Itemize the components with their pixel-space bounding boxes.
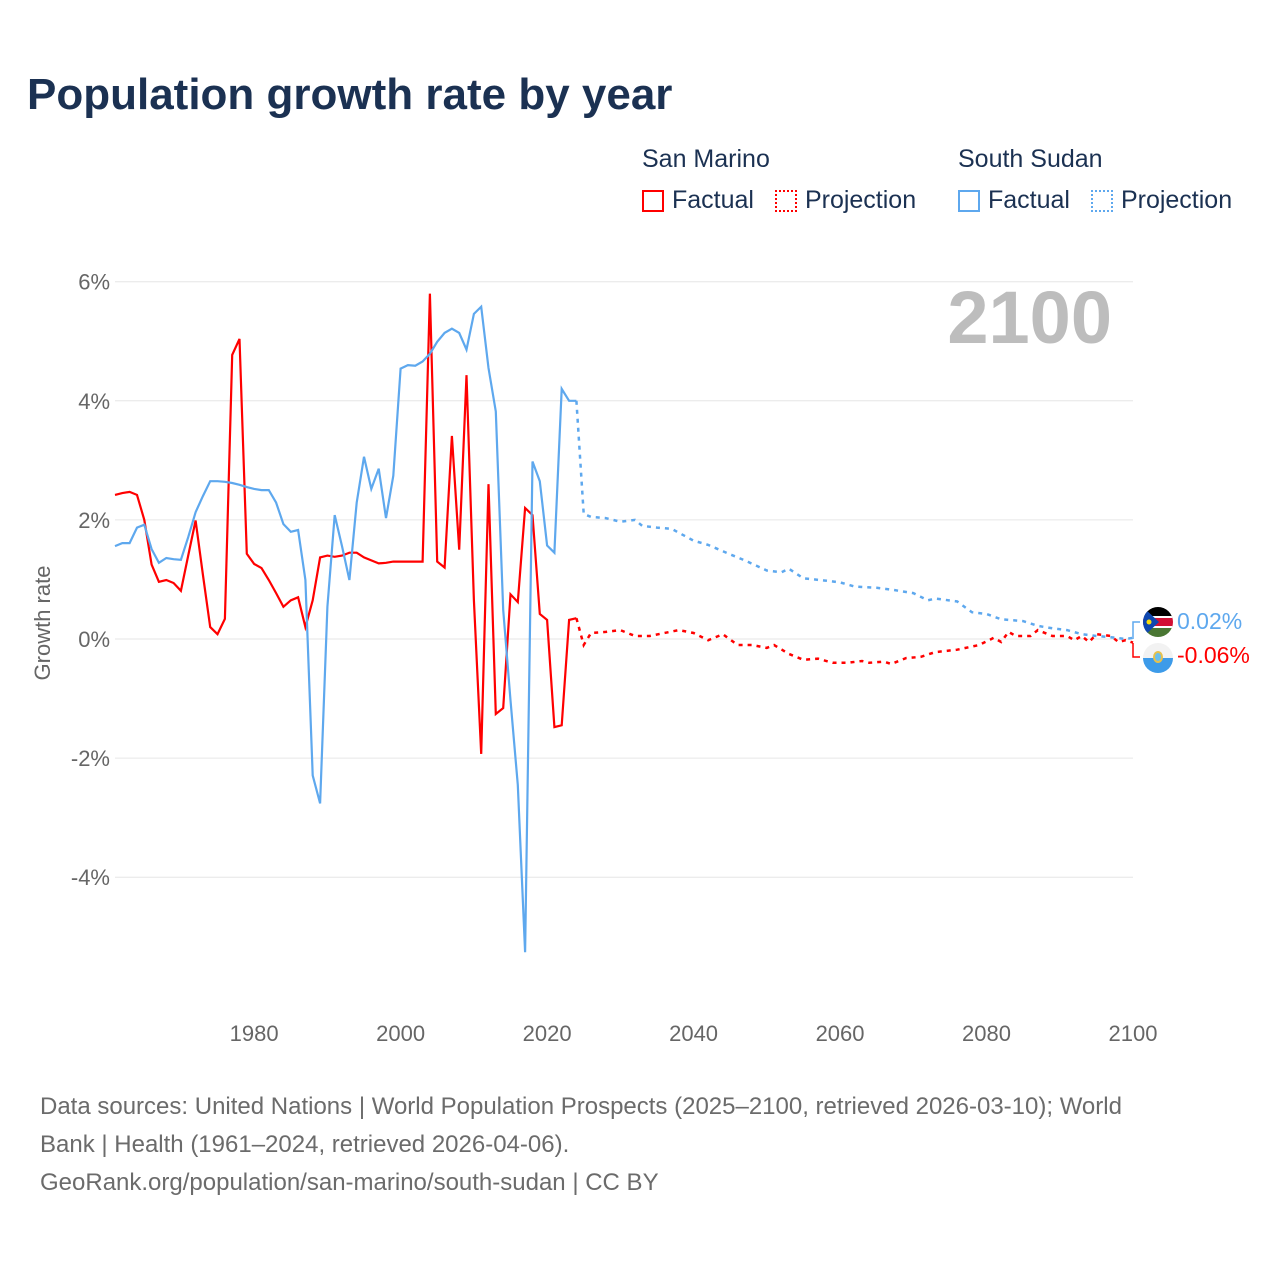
end-label-south-sudan: 0.02% [1177, 608, 1242, 634]
y-tick-label: -2% [71, 746, 110, 771]
end-labels: 0.02% -0.06% [1132, 607, 1250, 673]
dotted-swatch-icon [774, 189, 797, 212]
factual-line-san-marino [114, 293, 577, 754]
sources-footnote: Data sources: United Nations | World Pop… [40, 1088, 1240, 1202]
end-label-san-marino: -0.06% [1177, 642, 1250, 668]
legend-label: Factual [988, 186, 1070, 214]
y-tick-label: 0% [78, 627, 110, 652]
san-marino-flag-icon [1143, 643, 1173, 673]
sources-line: Bank | Health (1961–2024, retrieved 2026… [40, 1131, 570, 1158]
attribution-link[interactable]: GeoRank.org/population/san-marino/south-… [40, 1169, 659, 1196]
sources-line: Data sources: United Nations | World Pop… [40, 1093, 1122, 1120]
legend-label: Projection [804, 186, 917, 214]
legend-item-projection[interactable]: Projection [774, 186, 917, 215]
year-display: 2100 [947, 276, 1112, 359]
legend-item-projection[interactable]: Projection [1090, 186, 1233, 215]
y-tick-label: 4% [78, 389, 110, 414]
dotted-swatch-icon [1090, 189, 1113, 212]
legend-label: Projection [1120, 186, 1233, 214]
y-tick-label: 2% [78, 508, 110, 533]
x-tick-label: 1980 [230, 1021, 279, 1046]
connector-san-marino [1132, 643, 1140, 658]
y-tick-label: 6% [78, 270, 110, 295]
x-tick-label: 2060 [816, 1021, 865, 1046]
solid-swatch-icon [958, 189, 980, 212]
x-tick-label: 2080 [962, 1021, 1011, 1046]
legend-group-name: San Marino [642, 145, 770, 173]
connector-south-sudan [1132, 621, 1140, 639]
chart-title: Population growth rate by year [27, 70, 673, 119]
y-axis-label: Growth rate [30, 566, 55, 681]
south-sudan-flag-icon [1143, 607, 1173, 637]
x-tick-label: 2100 [1109, 1021, 1158, 1046]
legend-south-sudan: South Sudan Factual Projection [958, 145, 1232, 219]
legend-item-factual[interactable]: Factual [642, 186, 754, 215]
x-tick-label: 2020 [523, 1021, 572, 1046]
x-tick-label: 2000 [376, 1021, 425, 1046]
projection-line-san-marino [575, 617, 1134, 666]
y-tick-label: -4% [71, 865, 110, 890]
projection-line-south-sudan [575, 400, 1134, 641]
legend-label: Factual [672, 186, 754, 214]
x-tick-label: 2040 [669, 1021, 718, 1046]
legend-san-marino: San Marino Factual Projection [642, 145, 930, 219]
legend-group-name: South Sudan [958, 145, 1103, 173]
legend-item-factual[interactable]: Factual [958, 186, 1070, 215]
factual-line-south-sudan [114, 304, 577, 953]
solid-swatch-icon [642, 189, 664, 212]
